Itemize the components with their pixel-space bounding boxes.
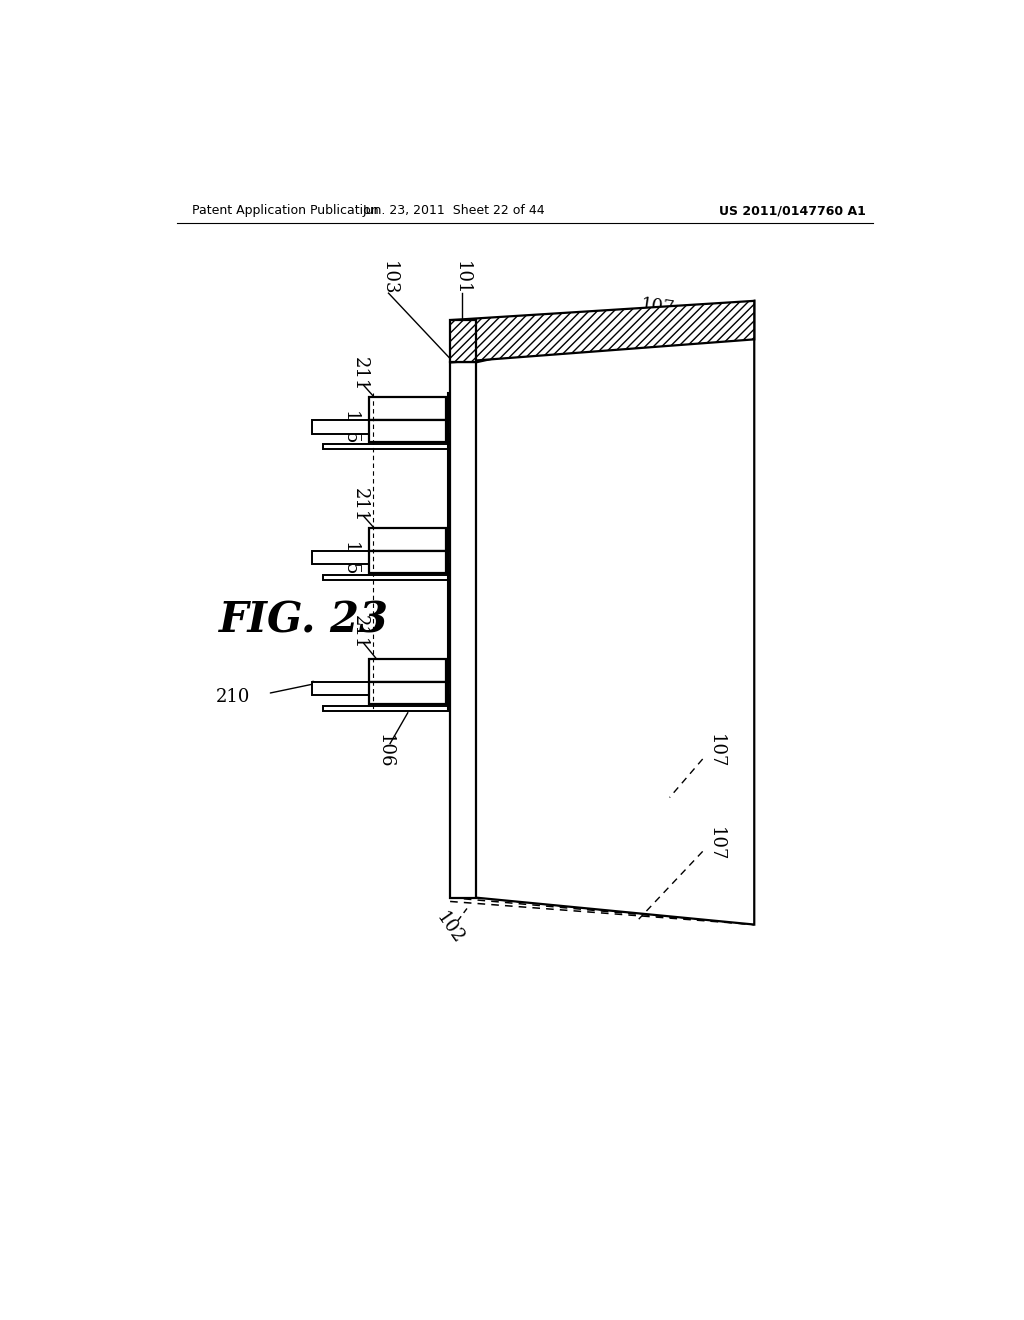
Polygon shape xyxy=(311,550,451,565)
Polygon shape xyxy=(370,420,446,442)
Polygon shape xyxy=(323,576,451,581)
Text: 103: 103 xyxy=(380,260,397,294)
Polygon shape xyxy=(370,552,446,573)
Text: 101: 101 xyxy=(453,260,471,294)
Polygon shape xyxy=(370,397,446,420)
Text: 107a: 107a xyxy=(639,297,686,321)
Polygon shape xyxy=(475,301,755,924)
Text: US 2011/0147760 A1: US 2011/0147760 A1 xyxy=(719,205,866,218)
Text: Jun. 23, 2011  Sheet 22 of 44: Jun. 23, 2011 Sheet 22 of 44 xyxy=(362,205,545,218)
Text: Patent Application Publication: Patent Application Publication xyxy=(193,205,379,218)
Text: 211: 211 xyxy=(351,615,369,649)
Text: 211: 211 xyxy=(351,487,369,523)
Text: 106: 106 xyxy=(376,734,393,768)
Text: FIG. 23: FIG. 23 xyxy=(219,599,389,642)
Text: 105: 105 xyxy=(341,411,359,445)
Polygon shape xyxy=(311,681,451,696)
Polygon shape xyxy=(451,321,475,363)
Polygon shape xyxy=(370,682,446,704)
Text: 102: 102 xyxy=(433,909,467,948)
Polygon shape xyxy=(451,301,755,363)
Text: 211: 211 xyxy=(351,356,369,391)
Text: 105: 105 xyxy=(341,541,359,576)
Polygon shape xyxy=(370,659,446,682)
Text: 210: 210 xyxy=(215,689,250,706)
Polygon shape xyxy=(323,706,451,711)
Polygon shape xyxy=(323,444,451,449)
Polygon shape xyxy=(451,363,475,898)
Text: 107: 107 xyxy=(707,826,725,861)
Polygon shape xyxy=(311,420,451,433)
Text: 107: 107 xyxy=(707,734,725,768)
Polygon shape xyxy=(370,528,446,552)
